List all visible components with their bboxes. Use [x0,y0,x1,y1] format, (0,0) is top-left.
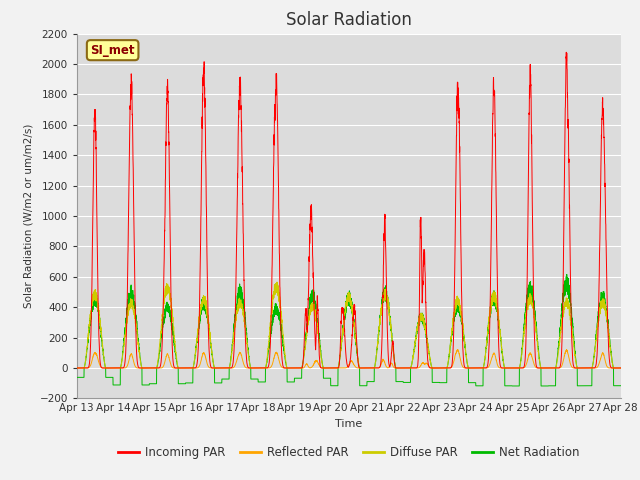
Y-axis label: Solar Radiation (W/m2 or um/m2/s): Solar Radiation (W/m2 or um/m2/s) [24,124,34,308]
Legend: Incoming PAR, Reflected PAR, Diffuse PAR, Net Radiation: Incoming PAR, Reflected PAR, Diffuse PAR… [113,441,584,464]
Title: Solar Radiation: Solar Radiation [286,11,412,29]
X-axis label: Time: Time [335,419,362,429]
Text: SI_met: SI_met [90,44,135,57]
